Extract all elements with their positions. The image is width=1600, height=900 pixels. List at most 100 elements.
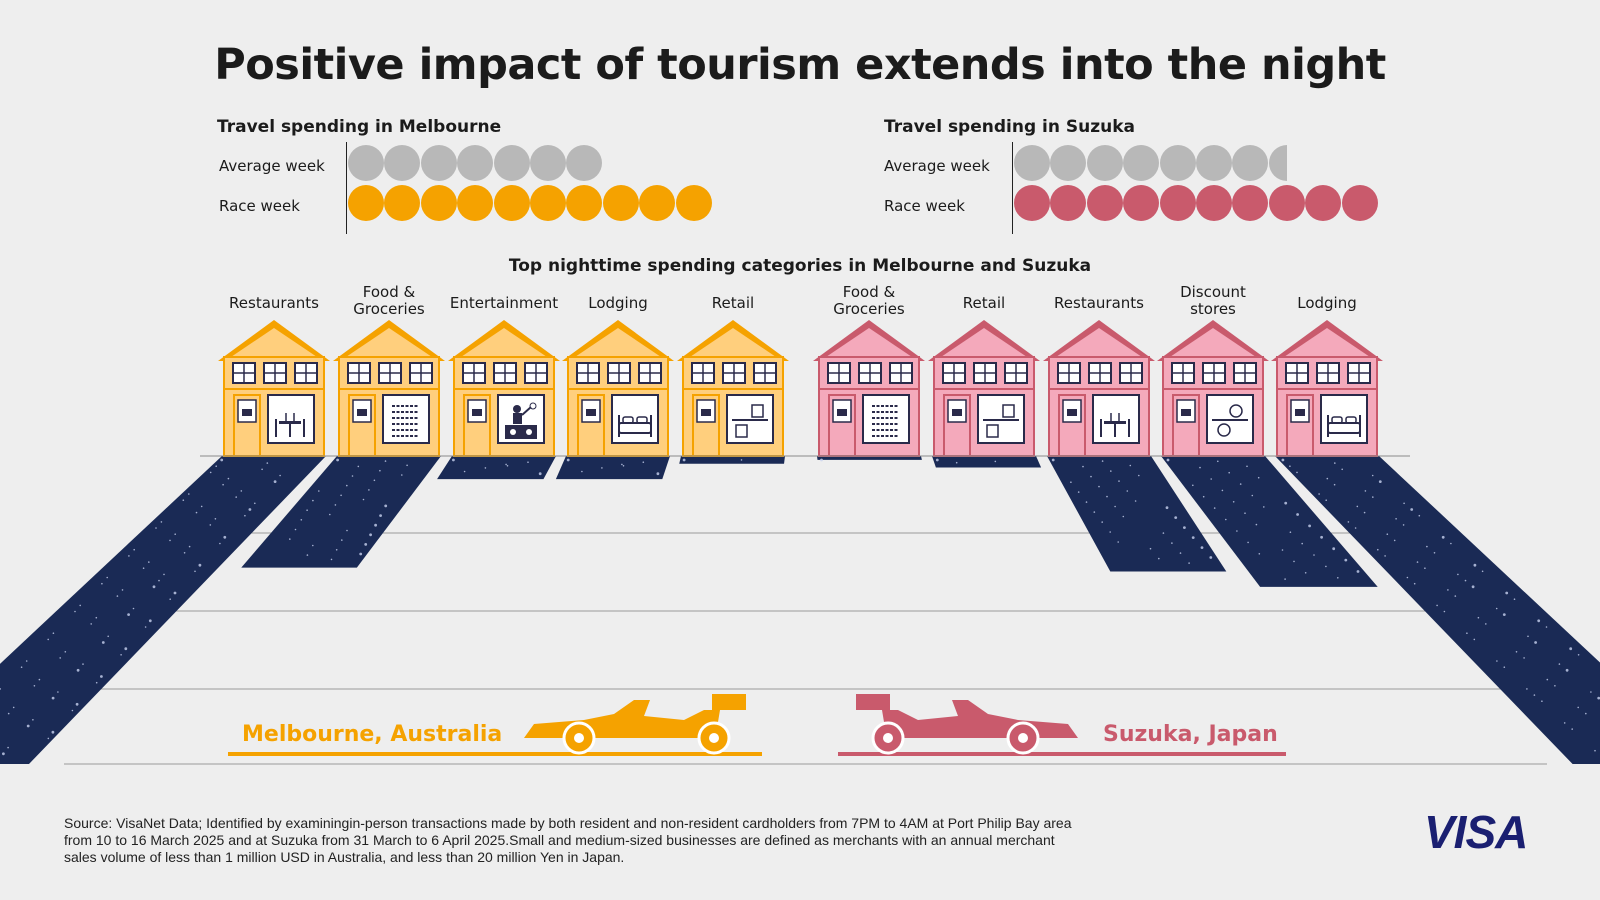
star	[1326, 477, 1329, 480]
star	[1577, 706, 1579, 709]
star	[1334, 462, 1336, 464]
star	[1213, 507, 1216, 509]
star	[163, 573, 165, 576]
suzuka-average-dot	[1268, 145, 1287, 181]
melbourne-race-dot	[639, 185, 676, 221]
star	[76, 668, 80, 672]
star	[379, 469, 381, 472]
star	[209, 524, 212, 526]
star	[1174, 516, 1178, 519]
star	[622, 465, 625, 467]
shadow-bar	[1161, 456, 1378, 587]
star	[1199, 466, 1201, 469]
suzuka-shadow-3	[1047, 456, 1227, 572]
suzuka-race-dot	[1086, 185, 1123, 221]
star	[12, 706, 15, 709]
star	[1384, 555, 1386, 557]
star	[1284, 501, 1288, 505]
star	[1406, 576, 1409, 579]
suzuka-race-dot	[1014, 185, 1050, 221]
suzuka-spending-title: Travel spending in Suzuka	[884, 117, 1136, 137]
suzuka-house-5	[1271, 320, 1383, 457]
star	[64, 651, 67, 653]
star	[273, 480, 277, 483]
suzuka-axis	[1012, 142, 1013, 234]
star	[289, 538, 291, 540]
star	[116, 595, 119, 597]
star	[1101, 521, 1103, 523]
star	[1457, 573, 1459, 576]
star	[1070, 481, 1072, 484]
star	[1296, 513, 1299, 516]
suzuka-category-label: Retail	[962, 294, 1006, 312]
star	[1183, 526, 1186, 529]
star	[200, 505, 203, 508]
star	[244, 514, 246, 517]
suzuka-race-dot	[1268, 185, 1305, 221]
star	[1594, 749, 1596, 752]
star	[527, 461, 529, 464]
star	[1477, 616, 1480, 619]
star	[1162, 532, 1165, 534]
star	[1443, 610, 1446, 613]
shadow-bar	[1047, 456, 1227, 572]
star	[1473, 638, 1476, 641]
star	[1563, 722, 1566, 724]
star	[1093, 511, 1096, 513]
shadow-bar	[555, 456, 670, 480]
suzuka-race-car	[856, 694, 1078, 755]
suzuka-shadow-4	[1161, 456, 1378, 587]
star	[155, 527, 157, 529]
star	[174, 533, 176, 535]
star	[148, 619, 152, 623]
star	[20, 666, 23, 668]
star	[248, 508, 252, 511]
star	[1569, 647, 1573, 651]
star	[1247, 541, 1249, 544]
star	[1471, 585, 1475, 589]
star	[1505, 591, 1509, 595]
star	[1320, 535, 1323, 539]
star	[566, 458, 570, 462]
star	[682, 458, 686, 462]
star	[330, 558, 333, 561]
star	[1236, 530, 1238, 532]
star	[1134, 500, 1137, 502]
star	[1485, 623, 1487, 625]
star	[1585, 712, 1587, 715]
star	[1101, 460, 1104, 462]
star	[1464, 579, 1467, 582]
star	[1363, 511, 1366, 514]
star	[452, 458, 455, 462]
star	[214, 518, 217, 520]
star	[95, 616, 98, 619]
star	[1481, 570, 1484, 573]
star	[101, 641, 105, 644]
star	[107, 635, 109, 638]
star	[1554, 685, 1556, 687]
star	[346, 484, 348, 487]
star	[1318, 493, 1320, 495]
star	[227, 477, 230, 480]
melbourne-shadow-5	[679, 456, 785, 464]
star	[1502, 613, 1506, 616]
melbourne-average-dot	[384, 145, 421, 181]
suzuka-house-1	[813, 320, 925, 457]
suzuka-average-dot	[1086, 145, 1123, 181]
shadow-bar	[241, 456, 441, 568]
star	[1192, 484, 1194, 487]
star	[100, 675, 103, 678]
star	[1344, 558, 1348, 562]
star	[1246, 465, 1248, 468]
shadow-bar	[0, 456, 326, 764]
star	[1513, 598, 1516, 600]
star	[1217, 460, 1219, 463]
star	[1129, 464, 1132, 467]
star	[223, 535, 227, 539]
star	[1526, 688, 1528, 690]
star	[182, 499, 185, 502]
star	[1122, 515, 1125, 518]
suzuka-average-dot	[1123, 145, 1160, 181]
star	[1301, 542, 1303, 545]
star	[144, 626, 147, 628]
